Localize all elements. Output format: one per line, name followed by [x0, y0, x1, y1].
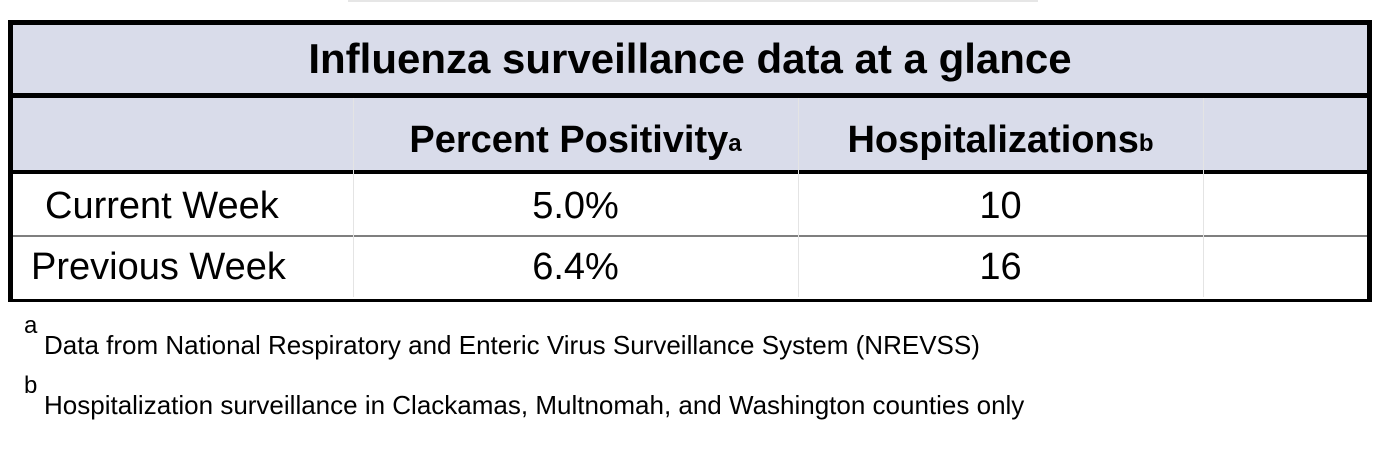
previous-week-percent-positivity: 6.4%: [532, 245, 619, 288]
surveillance-table: Influenza surveillance data at a glance …: [8, 20, 1372, 302]
row-label-previous-week: Previous Week: [31, 245, 286, 288]
column-header-row: Percent Positivity a Hospitalizations b: [13, 98, 1367, 170]
top-decorative-rule: [348, 0, 1038, 2]
header-divider: [13, 170, 1367, 174]
footnote-a: a Data from National Respiratory and Ent…: [24, 312, 1364, 372]
title-divider: [13, 93, 1367, 98]
footnote-a-text: Data from National Respiratory and Enter…: [44, 330, 980, 360]
header-percent-positivity: Percent Positivity a: [409, 119, 742, 161]
current-week-percent-positivity: 5.0%: [532, 184, 619, 227]
footnote-b-mark: b: [24, 372, 38, 399]
header-percent-positivity-label: Percent Positivity: [409, 119, 729, 161]
row-label-current-week: Current Week: [45, 184, 279, 227]
column-divider: [798, 98, 799, 297]
table-title: Influenza surveillance data at a glance: [308, 35, 1072, 82]
footnote-b-text: Hospitalization surveillance in Clackama…: [44, 390, 1025, 420]
header-hospitalizations-label: Hospitalizations: [847, 119, 1139, 161]
table-title-row: Influenza surveillance data at a glance: [13, 25, 1367, 93]
footnotes: a Data from National Respiratory and Ent…: [24, 312, 1364, 432]
table-row: Current Week 5.0% 10: [13, 174, 1367, 238]
footnote-b: b Hospitalization surveillance in Clacka…: [24, 372, 1364, 432]
column-divider: [353, 98, 354, 297]
footnote-a-mark: a: [24, 312, 38, 339]
current-week-hospitalizations: 10: [979, 184, 1022, 227]
row-divider: [13, 235, 1367, 237]
header-hospitalizations: Hospitalizations b: [847, 119, 1154, 161]
column-divider: [1203, 98, 1204, 297]
previous-week-hospitalizations: 16: [979, 245, 1022, 288]
table-row: Previous Week 6.4% 16: [13, 235, 1367, 299]
